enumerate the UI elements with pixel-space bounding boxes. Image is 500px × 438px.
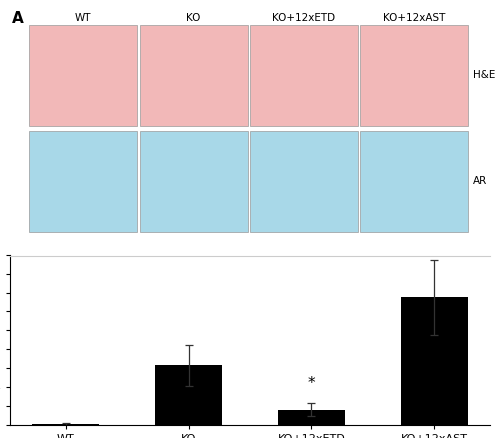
FancyBboxPatch shape: [250, 131, 358, 232]
Bar: [32, 424, 100, 425]
FancyBboxPatch shape: [360, 131, 469, 232]
Text: KO+12xAST: KO+12xAST: [383, 14, 446, 23]
Text: KO: KO: [186, 14, 201, 23]
Text: KO+12xETD: KO+12xETD: [272, 14, 336, 23]
Text: A: A: [12, 11, 24, 26]
Bar: [400, 297, 468, 425]
Bar: [278, 410, 345, 425]
FancyBboxPatch shape: [140, 25, 248, 126]
Text: H&E: H&E: [473, 71, 496, 81]
Text: AR: AR: [473, 177, 488, 186]
Text: WT: WT: [75, 14, 92, 23]
FancyBboxPatch shape: [140, 131, 248, 232]
FancyBboxPatch shape: [250, 25, 358, 126]
FancyBboxPatch shape: [29, 25, 137, 126]
FancyBboxPatch shape: [360, 25, 469, 126]
Bar: [154, 365, 222, 425]
Text: *: *: [308, 376, 316, 391]
FancyBboxPatch shape: [29, 131, 137, 232]
